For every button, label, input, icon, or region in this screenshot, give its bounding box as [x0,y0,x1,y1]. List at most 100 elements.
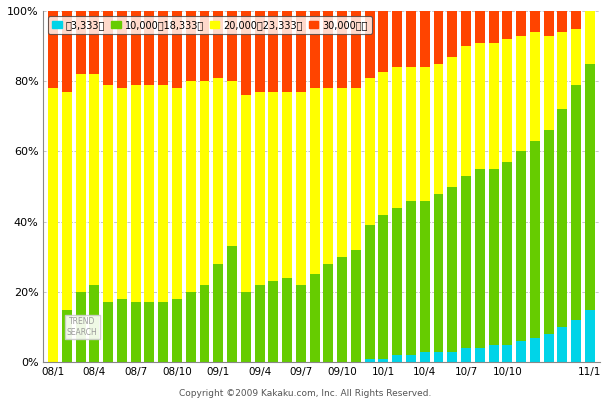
Bar [199,11,209,81]
Bar [351,250,361,362]
Bar [434,64,443,194]
Bar [76,292,85,362]
Bar [186,11,196,81]
Bar [103,302,113,362]
Bar [585,64,595,310]
Bar [544,11,554,36]
Bar [447,11,458,57]
Bar [337,257,347,362]
Bar [420,352,429,362]
Bar [199,81,209,285]
Bar [145,302,154,362]
Bar [117,11,127,88]
Bar [186,81,196,292]
Bar [310,274,320,362]
Bar [406,201,416,355]
Bar [420,11,429,67]
Bar [434,194,443,352]
Bar [558,11,567,32]
Bar [489,169,498,345]
Bar [310,11,320,88]
Legend: ～3,333円, 10,000～18,333円, 20,000～23,333円, 30,000円～: ～3,333円, 10,000～18,333円, 20,000～23,333円,… [48,16,371,34]
Bar [131,11,141,85]
Bar [447,57,458,186]
Bar [337,88,347,257]
Bar [227,81,237,246]
Bar [90,11,99,74]
Bar [62,92,72,310]
Bar [516,11,526,36]
Bar [186,292,196,362]
Bar [241,11,251,95]
Bar [530,141,540,338]
Bar [172,88,182,299]
Bar [268,11,278,92]
Bar [558,109,567,327]
Bar [103,11,113,85]
Bar [489,345,498,362]
Bar [296,11,306,92]
Bar [214,264,223,362]
Bar [544,130,554,334]
Bar [365,225,375,359]
Bar [254,92,265,285]
Bar [365,78,375,225]
Bar [503,11,512,39]
Bar [475,11,485,42]
Bar [296,285,306,362]
Bar [282,11,292,92]
Bar [378,359,389,362]
Bar [503,345,512,362]
Bar [227,246,237,362]
Bar [323,88,333,264]
Bar [131,85,141,302]
Bar [214,78,223,264]
Bar [530,32,540,141]
Bar [447,352,458,362]
Bar [378,215,389,359]
Bar [489,42,498,169]
Bar [323,11,333,88]
Bar [461,11,471,46]
Bar [392,67,402,208]
Bar [158,85,168,302]
Bar [516,341,526,362]
Bar [461,46,471,176]
Bar [516,36,526,152]
Bar [365,11,375,78]
Bar [282,92,292,278]
Bar [48,11,58,88]
Text: Copyright ©2009 Kakaku.com, Inc. All Rights Reserved.: Copyright ©2009 Kakaku.com, Inc. All Rig… [179,389,431,398]
Bar [241,292,251,362]
Bar [516,152,526,341]
Bar [489,11,498,42]
Bar [62,11,72,92]
Bar [282,278,292,362]
Bar [90,285,99,362]
Bar [145,85,154,302]
Bar [475,348,485,362]
Bar [145,11,154,85]
Bar [117,299,127,362]
Bar [172,11,182,88]
Bar [158,302,168,362]
Bar [392,208,402,355]
Text: TREND
SEARCH: TREND SEARCH [67,317,98,337]
Bar [392,11,402,67]
Bar [585,310,595,362]
Bar [571,28,581,85]
Bar [254,285,265,362]
Bar [158,11,168,85]
Bar [378,72,389,215]
Bar [447,186,458,352]
Bar [310,88,320,274]
Bar [214,11,223,78]
Bar [323,264,333,362]
Bar [254,11,265,92]
Bar [461,348,471,362]
Bar [406,355,416,362]
Bar [351,88,361,250]
Bar [585,11,595,64]
Bar [351,11,361,88]
Bar [406,11,416,67]
